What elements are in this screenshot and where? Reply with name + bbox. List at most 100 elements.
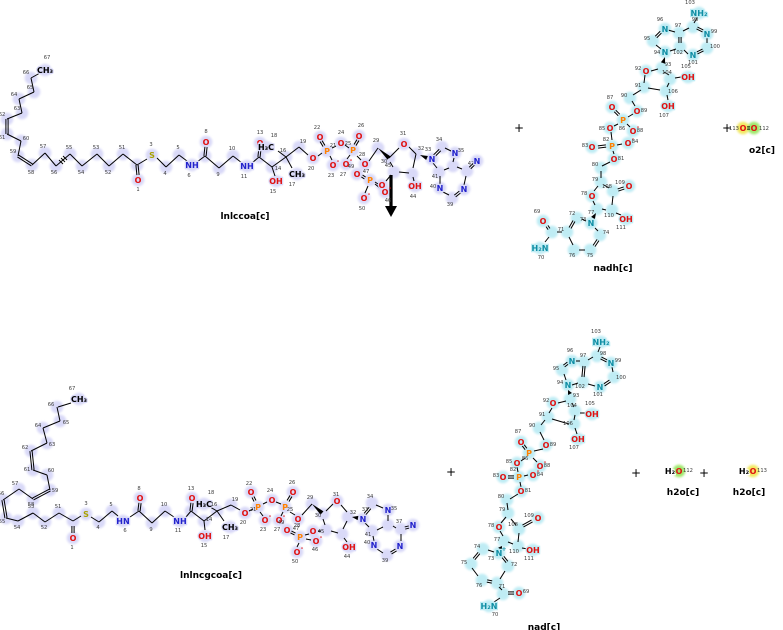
double-bond <box>472 551 479 559</box>
double-bond <box>617 186 624 190</box>
atom-number: 81 <box>525 488 532 494</box>
atom-number: 70 <box>492 612 499 618</box>
double-bond <box>135 165 138 176</box>
atom-number: 113 <box>757 468 767 474</box>
atom-highlight <box>512 586 526 600</box>
bond <box>392 525 397 529</box>
atom-highlight <box>356 512 370 526</box>
atom-number: 66 <box>48 402 55 408</box>
plus-sign: + <box>446 465 456 479</box>
atom-highlight <box>79 507 93 521</box>
atom-highlight <box>244 485 258 499</box>
atom-highlight <box>464 557 478 571</box>
atom-number: 47 <box>363 169 370 175</box>
bond <box>574 427 578 435</box>
atom-label: N <box>410 521 417 530</box>
atom-charge: - <box>368 191 371 198</box>
atom-label: O <box>611 155 618 164</box>
bond <box>98 510 113 523</box>
bond <box>151 510 166 524</box>
atom-number: 32 <box>350 510 357 516</box>
bond <box>616 143 623 146</box>
atom-highlight <box>736 121 750 135</box>
atom-number: 19 <box>300 139 307 145</box>
atom-label: O <box>330 161 337 170</box>
atom-highlight <box>545 225 559 239</box>
atom-highlight <box>408 179 422 193</box>
atom-number: 27 <box>274 527 281 533</box>
atom-number: 17 <box>289 182 296 188</box>
atom-highlight <box>700 27 714 41</box>
atom-highlight <box>511 539 525 553</box>
double-bond <box>600 358 607 363</box>
atom-number: 102 <box>575 384 585 390</box>
atom-number: 45 <box>385 163 392 169</box>
double-bond <box>564 363 569 368</box>
bond <box>46 474 51 491</box>
atom-highlight <box>658 45 672 59</box>
atom-number: 49 <box>348 164 355 170</box>
bond <box>216 510 225 522</box>
bond <box>611 195 614 206</box>
atom-label: OH <box>342 543 356 552</box>
bond <box>683 49 689 55</box>
highlight-layer <box>672 464 686 478</box>
bond <box>498 586 503 591</box>
atom-number: 82 <box>603 137 610 143</box>
atom-number: 24 <box>267 488 274 494</box>
atom-label: H₂ <box>665 467 676 476</box>
atom-charge: - <box>283 513 286 520</box>
atom-charge: - <box>337 158 340 165</box>
wedge-bond <box>568 390 572 395</box>
bond <box>631 100 636 107</box>
atom-highlight <box>133 491 147 505</box>
bond <box>487 549 495 553</box>
atom-label: O <box>589 192 596 201</box>
bond <box>500 516 507 524</box>
atom-number: 13 <box>188 486 195 492</box>
atom-number: 59 <box>10 149 17 155</box>
atom-number: 58 <box>28 502 35 508</box>
atom-charge: - <box>320 534 323 541</box>
atom-label: O <box>382 188 389 197</box>
bond <box>389 161 394 168</box>
atom-label: H₂N <box>481 602 498 611</box>
bond <box>443 167 450 171</box>
bond <box>597 346 601 353</box>
atom-number: 74 <box>603 230 610 236</box>
atom-number: 106 <box>668 89 678 95</box>
atom-number: 81 <box>618 156 625 162</box>
atom-number: 18 <box>271 133 278 139</box>
bond <box>372 535 375 542</box>
double-bond <box>405 527 410 530</box>
atom-number: 69 <box>534 209 541 215</box>
bond <box>72 515 82 522</box>
bond <box>452 157 455 163</box>
atom-number: 31 <box>333 492 340 498</box>
atom-number: 99 <box>615 358 622 364</box>
atom-number: 103 <box>591 329 601 335</box>
atom-number: 39 <box>382 558 389 564</box>
atom-highlight <box>291 512 305 526</box>
atom-number: 100 <box>616 375 626 381</box>
bond <box>376 548 384 554</box>
atom-highlight <box>561 378 575 392</box>
atom-highlight <box>531 511 545 525</box>
atom-label: O <box>751 124 758 133</box>
atom-number: 40 <box>364 540 371 546</box>
atom-highlight <box>145 148 159 162</box>
bond <box>271 156 287 168</box>
atom-label: N <box>385 506 392 515</box>
atom-number: 108 <box>602 184 612 190</box>
double-bond <box>137 164 140 175</box>
atom-highlight <box>501 506 515 520</box>
bond <box>136 158 148 166</box>
atom-number: 67 <box>69 386 76 392</box>
wedge-bond <box>312 504 324 515</box>
atom-highlight <box>457 182 471 196</box>
atom-number: 110 <box>509 549 519 555</box>
atom-number: 26 <box>358 123 365 129</box>
atom-highlight <box>350 167 364 181</box>
atom-number: 57 <box>40 144 47 150</box>
